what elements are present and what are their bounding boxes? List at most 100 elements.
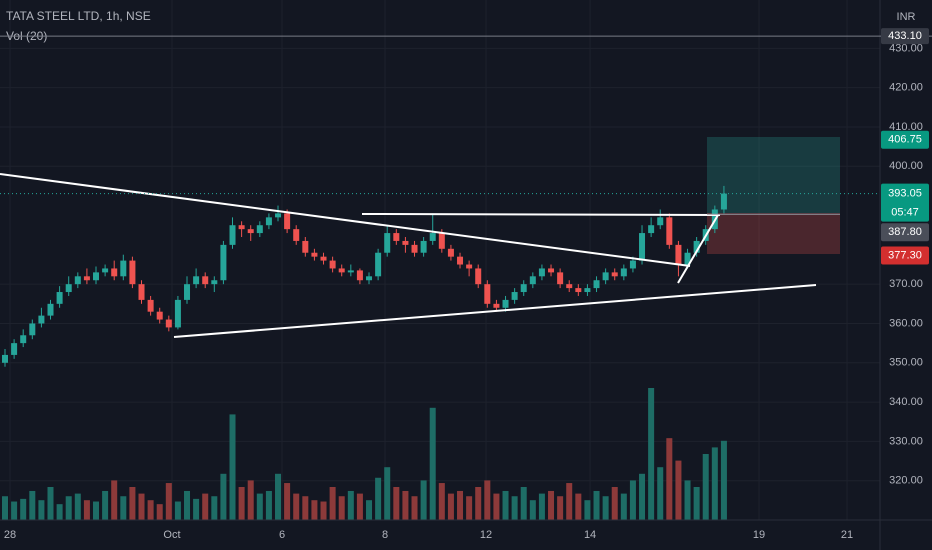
candle-body — [666, 217, 673, 245]
candle-body — [56, 292, 63, 304]
volume-bar — [657, 467, 664, 520]
candle-body — [438, 233, 445, 249]
candle-body — [2, 354, 9, 363]
candle-body — [347, 270, 354, 273]
candle-body — [475, 268, 482, 285]
volume-bar — [11, 501, 18, 520]
volume-bar — [302, 496, 309, 520]
candle-body — [575, 288, 582, 293]
volume-bar — [511, 496, 518, 520]
candle-body — [184, 284, 191, 300]
candle-body — [420, 240, 427, 253]
candle-body — [529, 276, 536, 285]
countdown: 05:47 — [891, 206, 919, 218]
candle-body — [584, 288, 591, 293]
candle-body — [129, 260, 136, 285]
candle-body — [156, 311, 163, 320]
candle-body — [165, 319, 172, 328]
candle-body — [384, 233, 391, 253]
candle-body — [311, 252, 318, 257]
volume-bar — [156, 504, 163, 520]
volume-bar — [193, 498, 200, 520]
volume-bar — [684, 480, 691, 520]
candle-body — [193, 276, 200, 285]
candle-body — [356, 270, 363, 281]
candle-body — [329, 260, 336, 269]
volume-bar — [102, 490, 109, 520]
volume-bar — [375, 477, 382, 520]
x-tick-label: 6 — [279, 529, 285, 541]
y-tick-label: 420.00 — [889, 82, 923, 94]
candle-body — [147, 299, 154, 312]
candle-body — [275, 213, 282, 218]
volume-bar — [429, 407, 436, 520]
candle-body — [11, 343, 18, 355]
y-tick-label: 410.00 — [889, 121, 923, 133]
candle-body — [247, 229, 254, 234]
candle-body — [293, 229, 300, 241]
candle-body — [338, 268, 345, 273]
position-profit-zone[interactable] — [707, 137, 840, 213]
candle-body — [557, 272, 564, 285]
volume-bar — [147, 500, 154, 520]
candle-body — [38, 315, 45, 324]
candle-body — [493, 303, 500, 308]
candle-body — [457, 256, 464, 265]
volume-bar — [356, 493, 363, 520]
candle-body — [657, 217, 664, 226]
volume-bar — [466, 496, 473, 520]
volume-bar — [83, 500, 90, 520]
candle-body — [211, 280, 218, 285]
candle-body — [639, 233, 646, 261]
y-tick-label: 370.00 — [889, 278, 923, 290]
volume-bar — [393, 487, 400, 520]
position-loss-zone[interactable] — [707, 213, 840, 254]
candle-body — [620, 268, 627, 277]
stop-price-label: 377.30 — [888, 249, 922, 261]
candle-body — [220, 244, 227, 281]
volume-pane — [2, 388, 727, 520]
entry-price-label-box — [881, 223, 929, 242]
candle-body — [93, 272, 100, 281]
candle-body — [366, 276, 373, 281]
candle-body — [566, 284, 573, 289]
volume-bar — [711, 447, 718, 520]
volume-bar — [493, 493, 500, 520]
volume-bar — [475, 487, 482, 520]
volume-bar — [457, 490, 464, 520]
y-tick-label: 360.00 — [889, 317, 923, 329]
target-price-label-box — [881, 130, 929, 149]
candle-body — [20, 335, 27, 344]
trendline[interactable] — [361, 213, 721, 216]
candle-body — [611, 272, 618, 277]
candle-body — [174, 299, 181, 328]
volume-bar — [411, 496, 418, 520]
volume-bar — [520, 487, 527, 520]
candle-body — [429, 233, 436, 241]
x-tick-label: 19 — [753, 529, 765, 541]
trendline[interactable] — [677, 214, 719, 284]
candle-body — [447, 248, 454, 257]
candle-body — [102, 268, 109, 273]
volume-bar — [557, 496, 564, 520]
candle-body — [538, 268, 545, 277]
y-tick-label: 350.00 — [889, 357, 923, 369]
trendline[interactable] — [173, 284, 817, 338]
volume-bar — [538, 493, 545, 520]
candle-body — [202, 276, 209, 285]
entry-price-label: 387.80 — [888, 226, 922, 238]
volume-bar — [284, 483, 291, 520]
candle-body — [74, 276, 81, 285]
volume-bar — [247, 480, 254, 520]
x-tick-label: 8 — [382, 529, 388, 541]
candle-body — [466, 264, 473, 269]
volume-bar — [138, 493, 145, 520]
y-tick-label: 340.00 — [889, 396, 923, 408]
trendline[interactable] — [0, 173, 691, 267]
candle-body — [47, 303, 54, 316]
volume-bar — [56, 504, 63, 520]
candle-body — [65, 284, 72, 293]
candle-body — [720, 193, 727, 210]
volume-bar — [129, 487, 136, 520]
